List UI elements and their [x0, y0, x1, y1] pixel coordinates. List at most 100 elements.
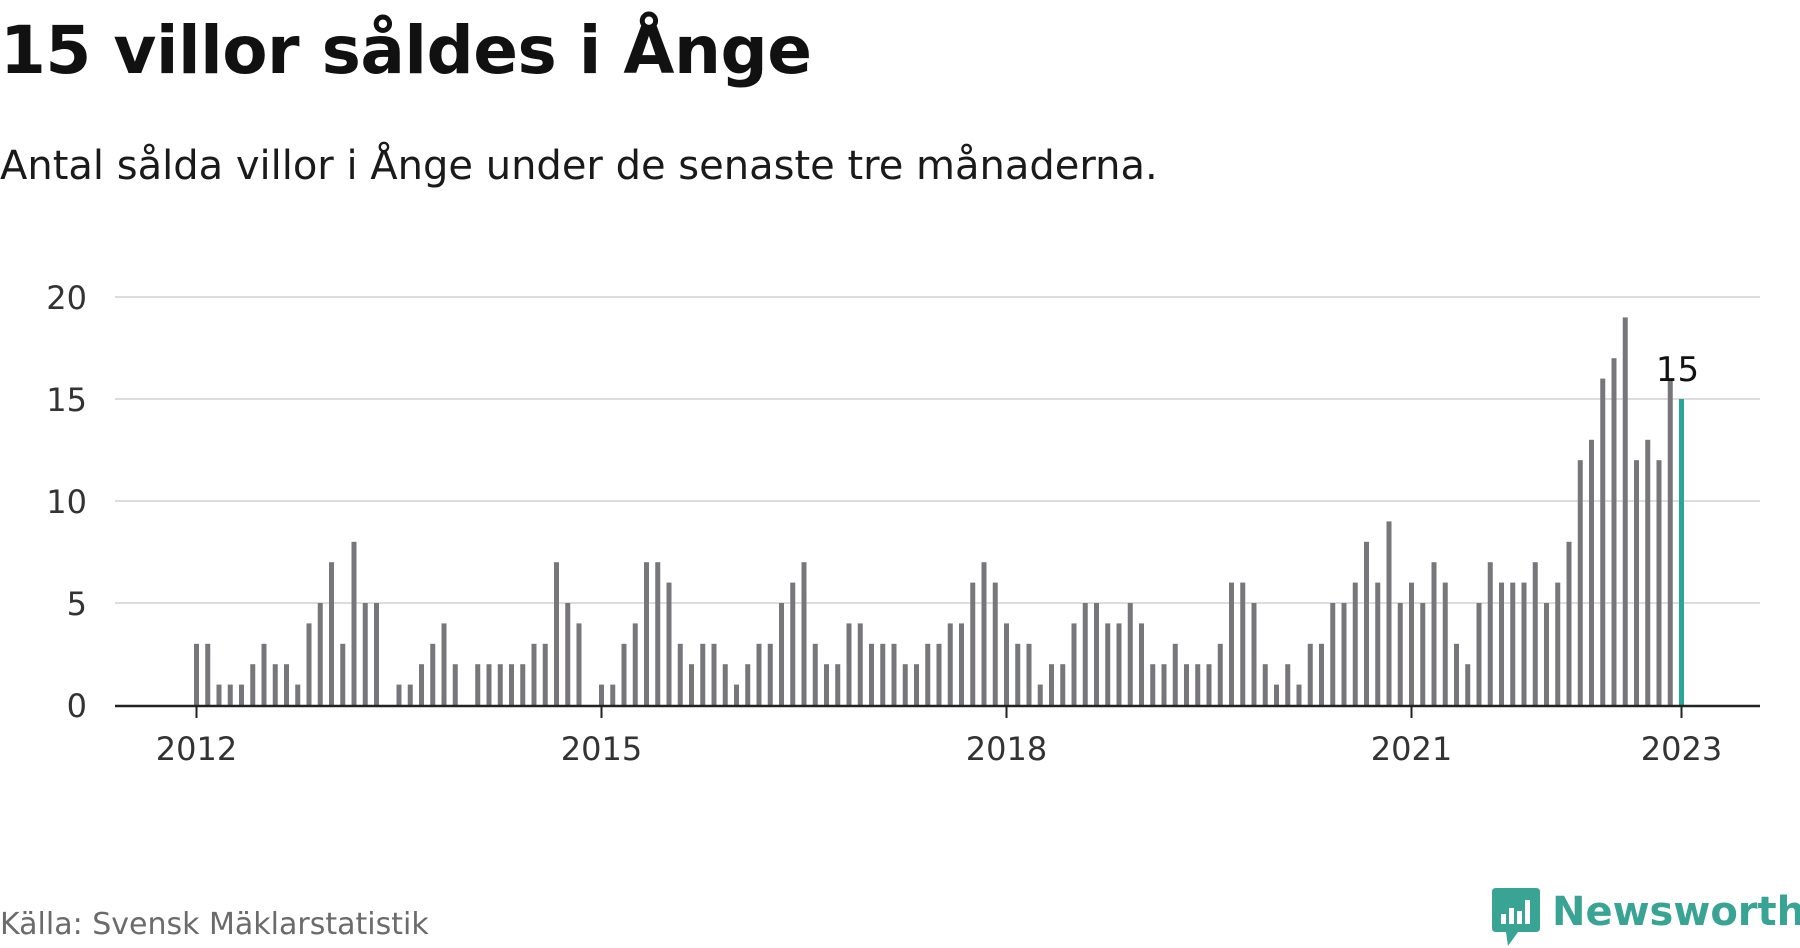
bar-2021-10 [1510, 582, 1516, 705]
bar-2021-09 [1499, 582, 1504, 705]
bar-2022-03 [1566, 541, 1572, 705]
bar-2013-05 [374, 603, 379, 705]
bar-2021-02 [1420, 603, 1426, 705]
bar-2017-04 [902, 664, 908, 705]
bar-2016-07 [801, 562, 807, 705]
bar-2019-02 [1150, 664, 1156, 705]
bar-2018-07 [1071, 623, 1077, 705]
bar-2021-06 [1465, 664, 1471, 705]
bar-2019-06 [1195, 664, 1201, 705]
bar-2018-10 [1105, 623, 1111, 705]
bar-2019-01 [1139, 623, 1144, 705]
bar-2016-05 [779, 603, 784, 705]
bar-2012-12 [317, 603, 323, 705]
x-tick-label-2015: 2015 [561, 730, 642, 768]
bar-2014-03 [486, 664, 492, 705]
bar-2022-02 [1555, 582, 1561, 705]
bar-2016-04 [767, 643, 773, 705]
bar-2021-11 [1521, 582, 1527, 705]
bar-2016-02 [745, 664, 751, 705]
bar-2022-07 [1611, 358, 1617, 705]
bar-2015-01 [599, 684, 604, 705]
newsworthy-logo-icon [1492, 888, 1540, 946]
bar-2013-04 [362, 603, 368, 705]
y-tick-label-20: 20 [46, 279, 87, 317]
bar-2014-02 [475, 664, 481, 705]
bar-2017-01 [869, 643, 874, 705]
bar-2022-11 [1656, 460, 1662, 705]
bar-2012-04 [227, 684, 233, 705]
bar-2019-03 [1161, 664, 1167, 705]
bar-2019-05 [1184, 664, 1189, 705]
y-tick-label-15: 15 [46, 381, 87, 419]
bar-2018-12 [1127, 603, 1133, 705]
bar-2017-02 [880, 643, 886, 705]
bar-2013-10 [430, 643, 436, 705]
bar-2018-01 [1004, 623, 1009, 705]
bar-2012-01 [194, 643, 199, 705]
bar-2022-08 [1622, 317, 1628, 705]
bar-2015-10 [700, 643, 706, 705]
bar-2021-07 [1476, 603, 1482, 705]
bar-2021-01 [1409, 582, 1414, 705]
bar-2012-07 [261, 643, 267, 705]
chart-subtitle: Antal sålda villor i Ånge under de senas… [0, 143, 1158, 189]
bar-2017-08 [947, 623, 953, 705]
bar-2020-12 [1397, 603, 1403, 705]
bar-2020-03 [1296, 684, 1302, 705]
x-tick-label-2021: 2021 [1371, 730, 1452, 768]
bar-2017-10 [970, 582, 976, 705]
bar-2019-09 [1229, 582, 1234, 705]
bar-2020-06 [1330, 603, 1336, 705]
bar-2019-07 [1206, 664, 1212, 705]
bar-2021-05 [1454, 643, 1459, 705]
bar-2013-03 [351, 541, 357, 705]
bar-2014-07 [531, 643, 537, 705]
bar-2013-01 [329, 562, 334, 705]
bar-2016-06 [790, 582, 796, 705]
bar-2018-03 [1026, 643, 1032, 705]
bar-2012-05 [239, 684, 244, 705]
bar-chart: 0 5 10 15 20 2012 2015 2018 2021 2023 15 [46, 279, 1760, 768]
bar-2020-09 [1364, 541, 1369, 705]
bar-2020-05 [1319, 643, 1324, 705]
bar-2020-08 [1352, 582, 1358, 705]
bar-2018-05 [1049, 664, 1054, 705]
x-axis-labels: 2012 2015 2018 2021 2023 [156, 730, 1722, 768]
y-axis-labels: 0 5 10 15 20 [46, 279, 87, 725]
bar-2012-11 [306, 623, 312, 705]
newsworthy-logo: Newsworthy [1492, 888, 1800, 948]
bar-2013-11 [441, 623, 447, 705]
bar-2017-11 [981, 562, 987, 705]
bar-2022-05 [1589, 439, 1594, 705]
bar-2015-09 [689, 664, 694, 705]
chart-title: 15 villor såldes i Ånge [0, 12, 812, 89]
x-axis-ticks [195, 706, 1683, 718]
y-tick-label-10: 10 [46, 483, 87, 521]
bar-2022-10 [1645, 439, 1651, 705]
x-tick-label-2012: 2012 [156, 730, 237, 768]
x-tick-label-2023: 2023 [1641, 730, 1722, 768]
brand-name: Newsworthy [1552, 889, 1800, 935]
x-tick-label-2018: 2018 [966, 730, 1047, 768]
bar-2021-03 [1431, 562, 1437, 705]
highlight-value-label: 15 [1656, 350, 1699, 390]
bar-2018-02 [1015, 643, 1021, 705]
bar-2020-10 [1375, 582, 1381, 705]
bar-2014-05 [509, 664, 514, 705]
bar-2016-09 [824, 664, 829, 705]
bar-2022-06 [1600, 378, 1606, 705]
bar-2019-04 [1172, 643, 1178, 705]
bar-2013-12 [452, 664, 458, 705]
bar-2022-01 [1544, 603, 1549, 705]
source-note: Källa: Svensk Mäklarstatistik [0, 907, 429, 942]
bar-2023-01 [1679, 399, 1684, 705]
bar-2017-03 [891, 643, 897, 705]
bar-2016-03 [756, 643, 762, 705]
bar-2012-02 [205, 643, 211, 705]
bar-2014-06 [520, 664, 526, 705]
bar-2013-08 [407, 684, 413, 705]
bar-2012-10 [295, 684, 301, 705]
bar-2018-09 [1094, 603, 1099, 705]
gridlines [115, 296, 1760, 604]
